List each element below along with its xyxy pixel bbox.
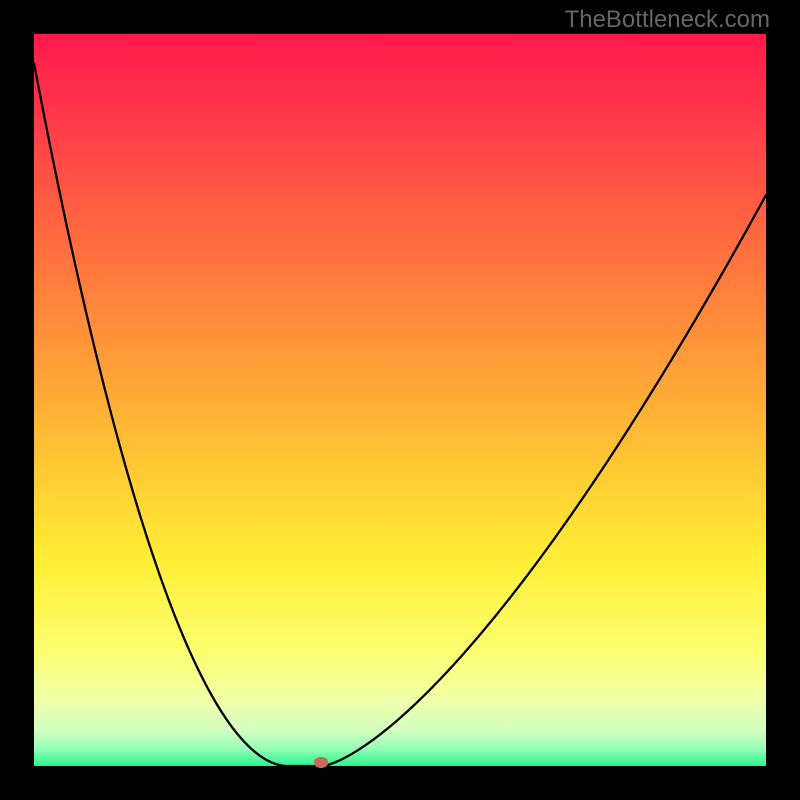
plot-area [34, 34, 766, 766]
watermark-text: TheBottleneck.com [565, 6, 770, 34]
background-gradient [34, 34, 766, 766]
optimum-marker [314, 757, 328, 768]
chart-frame: TheBottleneck.com [0, 0, 800, 800]
